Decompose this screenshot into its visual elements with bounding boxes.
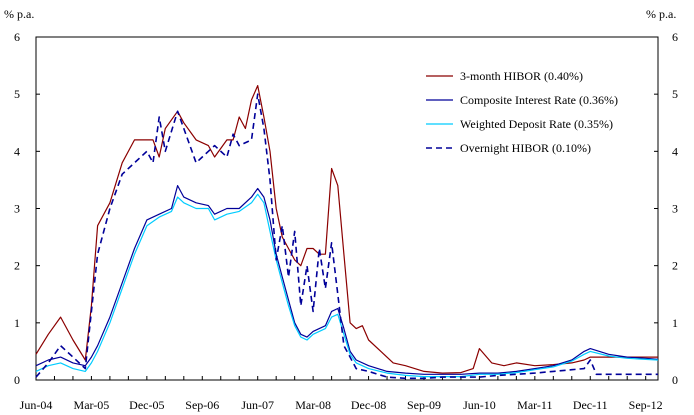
- x-tick-label: Jun-04: [20, 398, 53, 412]
- x-tick-label: Dec-05: [129, 398, 164, 412]
- y-tick-label-left: 5: [14, 87, 20, 101]
- series-lines: [35, 85, 659, 380]
- x-tick-label: Sep-12: [629, 398, 663, 412]
- legend-label-composite-interest-rate: Composite Interest Rate (0.36%): [460, 93, 618, 107]
- y-tick-label-left: 4: [14, 144, 20, 158]
- y-tick-label-left: 1: [14, 316, 20, 330]
- y-axis-unit-left: % p.a.: [4, 7, 34, 21]
- axis-ticks: 0 0 1 1 2 2 3 3 4 4 5 5 6 6 Jun-04 Mar-05 Dec-05 Sep-06 Ju…: [14, 30, 678, 412]
- x-tick-label: Dec-11: [573, 398, 608, 412]
- x-tick-label: Sep-09: [407, 398, 441, 412]
- y-tick-label-right: 5: [672, 87, 678, 101]
- y-tick-label-right: 4: [672, 144, 678, 158]
- y-tick-label-left: 3: [14, 202, 20, 216]
- y-tick-label-left: 2: [14, 259, 20, 273]
- x-tick-label: Mar-11: [517, 398, 552, 412]
- x-tick-label: Mar-08: [295, 398, 331, 412]
- plot-frame: [35, 36, 659, 381]
- y-tick-label-right: 1: [672, 316, 678, 330]
- series-line-3-month-hibor: [35, 85, 658, 374]
- series-line-composite-interest-rate: [35, 185, 659, 375]
- y-tick-label-right: 2: [672, 259, 678, 273]
- y-tick-label-right: 0: [672, 373, 678, 387]
- series-line-weighted-deposit-rate: [35, 193, 659, 378]
- x-tick-label: Jun-10: [463, 398, 496, 412]
- x-tick-label: Mar-05: [74, 398, 110, 412]
- series-line-overnight-hibor: [35, 93, 658, 380]
- legend: 3-month HIBOR (0.40%) Composite Interest …: [426, 69, 618, 155]
- legend-label-weighted-deposit-rate: Weighted Deposit Rate (0.35%): [460, 117, 613, 131]
- legend-label-3-month-hibor: 3-month HIBOR (0.40%): [460, 69, 583, 83]
- x-tick-label: Jun-07: [241, 398, 274, 412]
- x-tick-label: Sep-06: [185, 398, 219, 412]
- y-tick-label-left: 0: [14, 373, 20, 387]
- y-axis-unit-right: % p.a.: [646, 7, 676, 21]
- y-tick-label-left: 6: [14, 30, 20, 44]
- y-tick-label-right: 6: [672, 30, 678, 44]
- legend-label-overnight-hibor: Overnight HIBOR (0.10%): [460, 141, 591, 155]
- x-tick-label: Dec-08: [351, 398, 386, 412]
- y-tick-label-right: 3: [672, 202, 678, 216]
